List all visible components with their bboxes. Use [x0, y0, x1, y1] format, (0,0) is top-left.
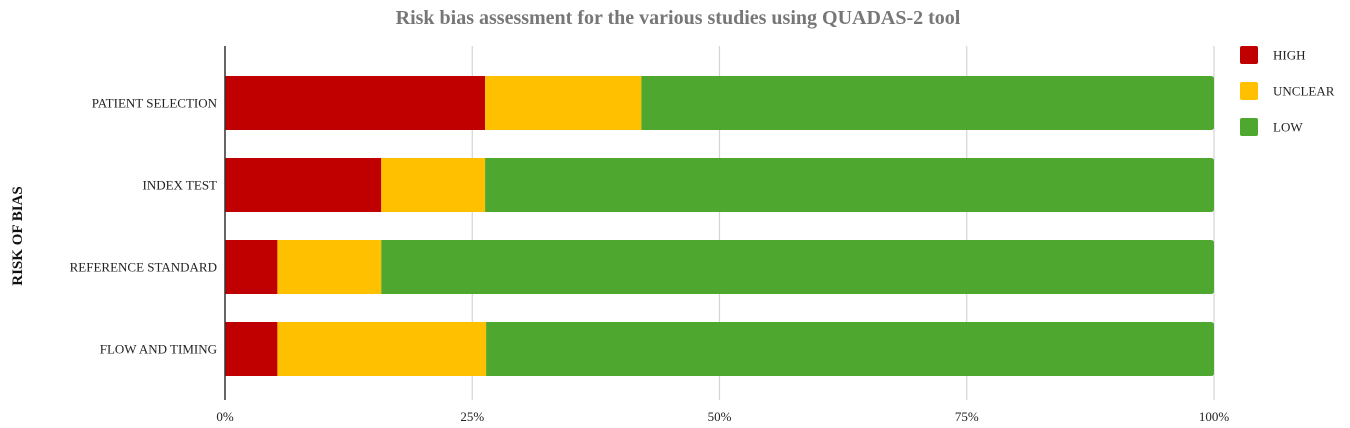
x-tick-labels: 0% 25% 50% 75% 100% — [216, 409, 1229, 424]
legend: HIGH UNCLEAR LOW — [1240, 46, 1335, 136]
bar-high — [225, 158, 382, 212]
bar-low — [486, 322, 1214, 376]
category-label: INDEX TEST — [142, 178, 217, 193]
bar-unclear — [381, 158, 486, 212]
bar-low — [381, 240, 1215, 294]
x-tick-label: 0% — [216, 409, 234, 424]
x-tick-label: 100% — [1199, 409, 1230, 424]
x-tick-label: 25% — [460, 409, 484, 424]
bar-high — [225, 76, 486, 130]
bar-low — [485, 158, 1214, 212]
bar-low — [641, 76, 1214, 130]
chart-title: Risk bias assessment for the various stu… — [396, 7, 961, 29]
bar-high — [225, 322, 278, 376]
y-axis-label: RISK OF BIAS — [10, 186, 26, 285]
bar-unclear — [277, 240, 382, 294]
category-labels: PATIENT SELECTION INDEX TEST REFERENCE STA… — [70, 96, 218, 357]
legend-label-low: LOW — [1273, 120, 1303, 135]
category-label: PATIENT SELECTION — [92, 96, 218, 111]
bar-unclear — [485, 76, 642, 130]
category-label: FLOW AND TIMING — [100, 342, 217, 357]
legend-swatch-high — [1240, 46, 1258, 64]
legend-label-high: HIGH — [1273, 48, 1306, 63]
x-tick-label: 75% — [955, 409, 979, 424]
bar-unclear — [277, 322, 487, 376]
x-tick-label: 50% — [708, 409, 732, 424]
category-label: REFERENCE STANDARD — [70, 260, 217, 275]
legend-label-unclear: UNCLEAR — [1273, 84, 1335, 99]
legend-swatch-unclear — [1240, 82, 1258, 100]
bars — [225, 76, 1215, 376]
bar-high — [225, 240, 278, 294]
legend-swatch-low — [1240, 118, 1258, 136]
